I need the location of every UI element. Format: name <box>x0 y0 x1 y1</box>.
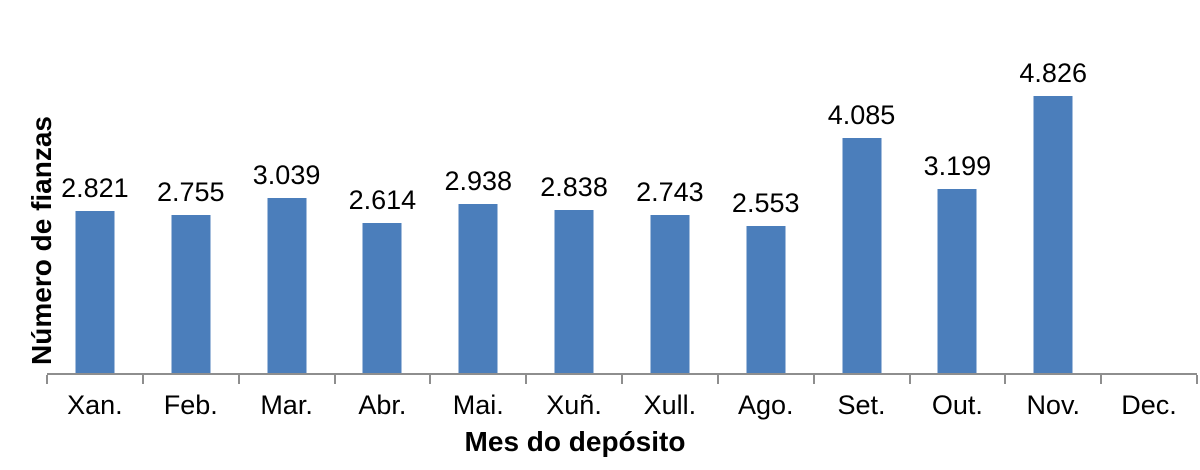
bar-abr <box>362 222 402 373</box>
x-tick-label-out: Out. <box>931 390 983 420</box>
bar-value-label-mai: 2.938 <box>444 166 513 197</box>
axis-tick <box>1100 375 1103 384</box>
x-tick-label-set: Set. <box>837 390 886 420</box>
category-slot-nov: 4.826 <box>1005 28 1101 373</box>
axis-tick <box>237 375 240 384</box>
axis-tick <box>1004 375 1007 384</box>
bar-value-label-xull: 2.743 <box>636 177 704 208</box>
x-tick-label-mar: Mar. <box>260 390 313 420</box>
bar-mai <box>458 204 498 373</box>
x-tick-label-feb: Feb. <box>163 390 218 420</box>
axis-tick <box>333 375 336 384</box>
category-slot-dec <box>1101 28 1197 373</box>
bar-xull <box>650 215 690 373</box>
category-slot-mar: 3.039 <box>239 28 335 373</box>
bar-value-label-xan: 2.821 <box>61 172 129 203</box>
bars-container: 2.821 2.755 3.039 2.614 2.938 2.838 2.743 2.553… <box>47 28 1197 373</box>
axis-tick <box>46 375 48 384</box>
bar-feb <box>171 214 211 373</box>
axis-tick <box>1196 375 1198 384</box>
bar-xuñ <box>554 209 594 373</box>
category-slot-ago: 2.553 <box>718 28 814 373</box>
bar-value-label-mar: 3.039 <box>252 160 321 191</box>
x-tick-label-xuñ: Xuñ. <box>546 390 602 420</box>
axis-tick <box>621 375 623 384</box>
axis-tick <box>812 375 815 384</box>
x-axis-tick-labels: Xan. Feb. Mar. Abr. Mai. Xuñ. Xull. Ago. Set. Out… <box>47 390 1197 421</box>
category-slot-xull: 2.743 <box>622 28 718 373</box>
bar-ago <box>746 226 786 373</box>
x-tick-label-xull: Xull. <box>643 390 697 420</box>
bar-xan <box>75 210 115 373</box>
x-tick-label-ago: Ago. <box>737 390 794 420</box>
category-slot-mai: 2.938 <box>430 28 526 373</box>
x-tick-label-dec: Dec. <box>1121 390 1177 420</box>
bar-value-label-nov: 4.826 <box>1019 57 1087 88</box>
bar-set <box>842 138 882 373</box>
bar-value-label-feb: 2.755 <box>156 176 225 207</box>
axis-tick <box>525 375 528 384</box>
bar-mar <box>267 198 307 373</box>
x-tick-label-nov: Nov. <box>1026 390 1080 420</box>
bar-value-label-ago: 2.553 <box>731 188 800 219</box>
x-tick-label-mai: Mai. <box>452 390 504 420</box>
category-slot-abr: 2.614 <box>334 28 430 373</box>
axis-tick <box>716 375 719 384</box>
bar-out <box>937 189 977 373</box>
x-tick-label-xan: Xan. <box>67 390 123 420</box>
category-slot-xan: 2.821 <box>47 28 143 373</box>
x-tick-label-abr: Abr. <box>358 390 407 420</box>
axis-tick <box>908 375 911 384</box>
axis-tick <box>429 375 432 384</box>
bar-value-label-out: 3.199 <box>923 151 992 182</box>
category-slot-xuñ: 2.838 <box>526 28 622 373</box>
category-slot-feb: 2.755 <box>143 28 239 373</box>
bar-value-label-abr: 2.614 <box>348 184 417 215</box>
bar-value-label-set: 4.085 <box>827 100 896 131</box>
category-slot-set: 4.085 <box>814 28 910 373</box>
bar-value-label-xuñ: 2.838 <box>540 171 608 202</box>
x-axis-ticks <box>46 375 1198 384</box>
plot-area: 2.821 2.755 3.039 2.614 2.938 2.838 2.743 2.553… <box>46 28 1198 384</box>
axis-tick <box>141 375 144 384</box>
bar-nov <box>1033 95 1073 373</box>
x-axis-title: Mes do depósito <box>464 426 686 457</box>
category-slot-out: 3.199 <box>909 28 1005 373</box>
